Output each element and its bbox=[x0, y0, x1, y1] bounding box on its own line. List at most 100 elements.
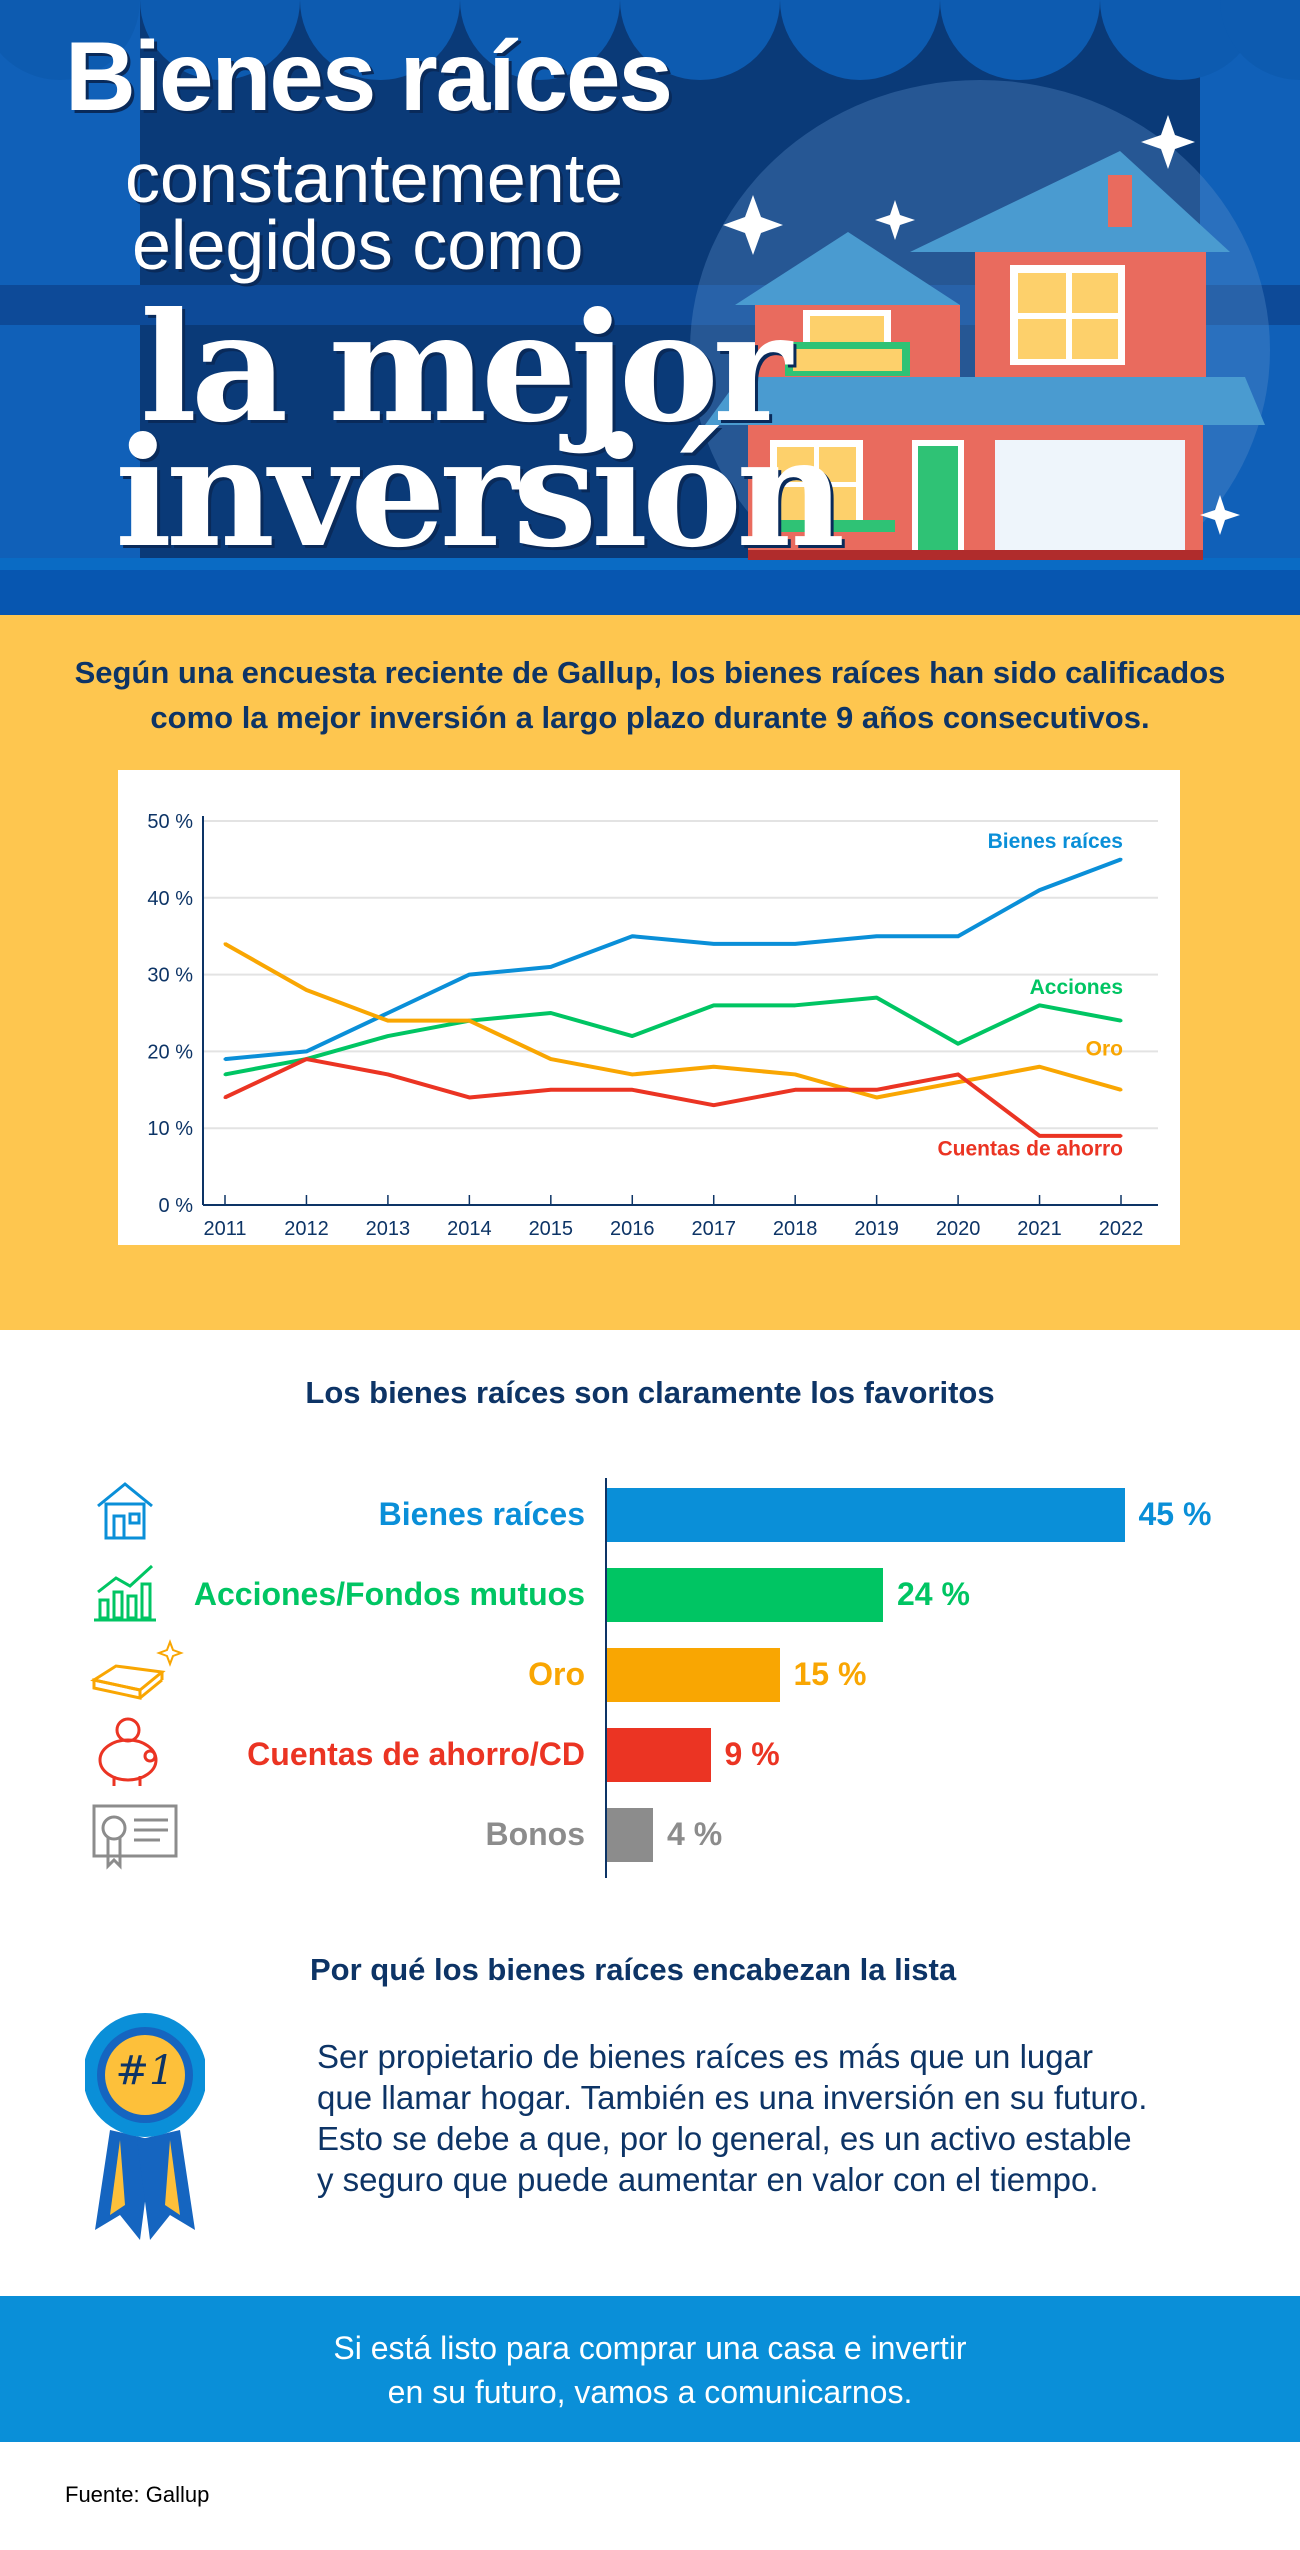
bar bbox=[607, 1648, 780, 1702]
cta-banner: Si está listo para comprar una casa e in… bbox=[0, 2296, 1300, 2442]
bar-value-label: 24 % bbox=[897, 1576, 970, 1612]
title-line-4: la mejor bbox=[140, 280, 792, 456]
data-point bbox=[386, 1034, 390, 1038]
series-label: Oro bbox=[1086, 1038, 1123, 1061]
why-paragraph: Ser propietario de bienes raíces es más … bbox=[317, 2036, 1267, 2200]
bar-axis bbox=[605, 1478, 607, 1878]
data-point bbox=[223, 1057, 227, 1061]
title-line-3: elegidos como bbox=[132, 206, 584, 284]
x-tick-label: 2015 bbox=[529, 1218, 574, 1240]
data-point bbox=[875, 1088, 879, 1092]
bar-category-label: Bienes raíces bbox=[378, 1496, 585, 1532]
data-point bbox=[1119, 1019, 1123, 1023]
data-point bbox=[1038, 888, 1042, 892]
y-tick-label: 40 % bbox=[147, 888, 193, 910]
data-point bbox=[467, 973, 471, 977]
bar-value-label: 45 % bbox=[1138, 1496, 1212, 1532]
title-line-2: constantemente bbox=[125, 139, 624, 217]
line-chart: 0 % 10 % 20 % 30 % 40 % 50 % 2011 2012 2013 2014 2… bbox=[147, 811, 1158, 1240]
para-line: Esto se debe a que, por lo general, es u… bbox=[317, 2120, 1132, 2157]
sparkle-icons bbox=[691, 115, 1240, 535]
data-point bbox=[875, 996, 879, 1000]
growth-chart-icon bbox=[90, 1556, 185, 1641]
series-label: Cuentas de ahorro bbox=[937, 1137, 1123, 1160]
x-tick-label: 2013 bbox=[366, 1218, 411, 1240]
data-point bbox=[1119, 1088, 1123, 1092]
series-line-2 bbox=[224, 942, 1122, 1100]
x-tick-label: 2017 bbox=[691, 1218, 736, 1240]
ribbon-badge: #1 bbox=[83, 1990, 207, 2250]
data-point bbox=[712, 942, 716, 946]
data-point bbox=[549, 1057, 553, 1061]
data-point bbox=[1119, 1134, 1123, 1138]
y-tick-label: 10 % bbox=[147, 1118, 193, 1140]
y-tick-label: 50 % bbox=[147, 811, 193, 833]
line-chart-card: 0 % 10 % 20 % 30 % 40 % 50 % 2011 2012 2013 2014 2… bbox=[118, 770, 1180, 1245]
source-note: Fuente: Gallup bbox=[65, 2482, 210, 2507]
data-point bbox=[875, 934, 879, 938]
para-line: que llamar hogar. También es una inversi… bbox=[317, 2079, 1148, 2116]
y-tick-label: 20 % bbox=[147, 1041, 193, 1063]
y-tick-label: 0 % bbox=[159, 1195, 194, 1217]
data-point bbox=[1038, 1003, 1042, 1007]
x-tick-label: 2019 bbox=[854, 1218, 899, 1240]
title-line-1: Bienes raíces bbox=[65, 21, 673, 131]
data-point bbox=[223, 1095, 227, 1099]
data-point bbox=[1038, 1065, 1042, 1069]
x-tick-label: 2018 bbox=[773, 1218, 818, 1240]
bar-chart-title: Los bienes raíces son claramente los fav… bbox=[305, 1375, 995, 1410]
data-point bbox=[630, 1034, 634, 1038]
bar bbox=[607, 1568, 883, 1622]
data-point bbox=[956, 934, 960, 938]
bar-category-label: Acciones/Fondos mutuos bbox=[193, 1576, 585, 1612]
data-point bbox=[467, 1019, 471, 1023]
data-point bbox=[875, 1095, 879, 1099]
data-point bbox=[956, 1072, 960, 1076]
bar-category-label: Cuentas de ahorro/CD bbox=[247, 1736, 585, 1772]
data-point bbox=[549, 1011, 553, 1015]
data-point bbox=[956, 1042, 960, 1046]
bar-value-label: 15 % bbox=[793, 1656, 867, 1692]
data-point bbox=[386, 1019, 390, 1023]
data-point bbox=[1038, 1134, 1042, 1138]
title-line-5: inversión bbox=[115, 405, 845, 581]
x-tick-label: 2012 bbox=[284, 1218, 329, 1240]
cta-line-1: Si está listo para comprar una casa e in… bbox=[333, 2330, 967, 2366]
data-point bbox=[630, 1088, 634, 1092]
bond-certificate-icon bbox=[90, 1796, 185, 1881]
series-label: Acciones bbox=[1030, 976, 1123, 999]
x-tick-label: 2011 bbox=[203, 1218, 246, 1240]
data-point bbox=[793, 1088, 797, 1092]
bar bbox=[607, 1728, 711, 1782]
data-point bbox=[793, 1072, 797, 1076]
x-tick-label: 2014 bbox=[447, 1218, 492, 1240]
data-point bbox=[793, 942, 797, 946]
bar bbox=[607, 1488, 1125, 1542]
piggy-bank-icon bbox=[90, 1716, 185, 1801]
data-point bbox=[712, 1065, 716, 1069]
intro-text: Según una encuesta reciente de Gallup, l… bbox=[74, 655, 1226, 735]
x-tick-label: 2021 bbox=[1017, 1218, 1061, 1240]
para-line: Ser propietario de bienes raíces es más … bbox=[317, 2038, 1093, 2075]
data-point bbox=[304, 988, 308, 992]
y-tick-label: 30 % bbox=[147, 965, 193, 987]
data-point bbox=[223, 1072, 227, 1076]
hero-header: Bienes raíces constantemente elegidos co… bbox=[0, 0, 1300, 615]
data-point bbox=[793, 1003, 797, 1007]
data-point bbox=[467, 1095, 471, 1099]
badge-number: #1 bbox=[115, 2048, 175, 2094]
x-tick-label: 2022 bbox=[1099, 1218, 1144, 1240]
bar-value-label: 9 % bbox=[724, 1736, 780, 1772]
house-illustration bbox=[705, 151, 1265, 560]
award-ribbon-icon bbox=[83, 2013, 207, 2240]
series-label: Bienes raíces bbox=[988, 830, 1123, 853]
data-point bbox=[630, 934, 634, 938]
data-point bbox=[549, 1088, 553, 1092]
stage-curtain-illustration bbox=[0, 0, 1300, 615]
bar bbox=[607, 1808, 653, 1862]
data-point bbox=[712, 1103, 716, 1107]
data-point bbox=[304, 1049, 308, 1053]
series-line-1 bbox=[224, 995, 1122, 1077]
data-point bbox=[223, 942, 227, 946]
bar-value-label: 4 % bbox=[667, 1816, 723, 1852]
